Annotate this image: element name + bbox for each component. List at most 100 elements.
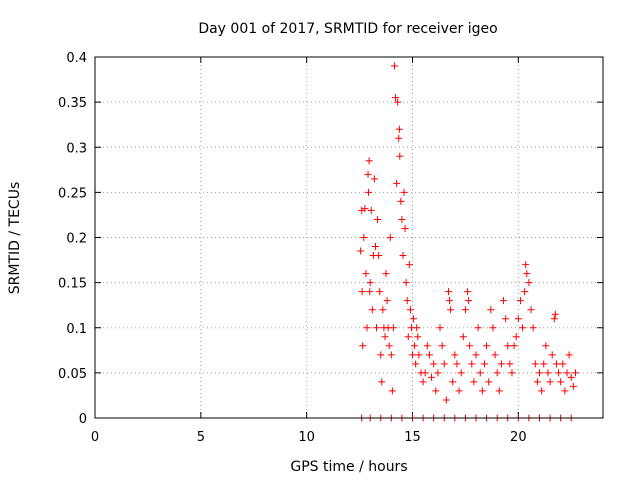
data-point	[519, 324, 527, 332]
tick-labels: 0 5 10 15 20 0 0.05 0.1 0.15 0.2 0.25 0.3 0.35 0.4	[58, 51, 527, 445]
data-point	[381, 333, 389, 341]
data-point	[523, 270, 531, 278]
data-point	[438, 342, 446, 350]
x-tick-label: 10	[298, 430, 315, 445]
data-point	[453, 360, 461, 368]
data-point	[399, 252, 407, 260]
data-point	[508, 369, 516, 377]
data-point	[414, 333, 422, 341]
y-tick-label: 0.35	[58, 96, 87, 111]
x-tick-label: 15	[404, 430, 421, 445]
data-point	[493, 369, 501, 377]
data-point	[419, 378, 427, 386]
data-point	[487, 306, 495, 314]
data-point	[563, 369, 571, 377]
data-point	[531, 360, 539, 368]
data-point	[402, 279, 410, 287]
data-point	[557, 378, 565, 386]
data-point	[395, 125, 403, 133]
data-point	[403, 297, 411, 305]
data-point	[410, 315, 418, 323]
data-point	[376, 288, 384, 296]
data-point	[483, 342, 491, 350]
data-point	[470, 378, 478, 386]
data-point	[502, 315, 510, 323]
grid	[95, 57, 603, 418]
data-point	[459, 333, 467, 341]
data-point	[565, 351, 573, 359]
data-point	[548, 351, 556, 359]
x-tick-label: 20	[510, 430, 527, 445]
y-tick-label: 0.4	[66, 51, 87, 66]
data-point	[540, 360, 548, 368]
data-point	[364, 170, 372, 178]
data-point	[377, 351, 385, 359]
data-point	[371, 243, 379, 251]
data-point	[478, 387, 486, 395]
data-point	[368, 306, 376, 314]
data-point	[542, 342, 550, 350]
data-point	[474, 324, 482, 332]
data-point	[500, 297, 508, 305]
data-point	[411, 342, 419, 350]
data-point	[405, 261, 413, 269]
data-point	[512, 333, 520, 341]
y-tick-label: 0.25	[58, 186, 87, 201]
y-tick-label: 0.1	[66, 322, 87, 337]
data-point	[375, 252, 383, 260]
data-point	[409, 351, 416, 359]
data-point	[379, 306, 387, 314]
data-point	[497, 360, 505, 368]
data-point	[546, 378, 554, 386]
data-point	[465, 297, 473, 305]
data-point	[476, 369, 484, 377]
data-point	[383, 297, 391, 305]
data-point	[506, 360, 514, 368]
y-tick-label: 0.05	[58, 367, 87, 382]
data-point	[385, 342, 393, 350]
data-point	[538, 387, 546, 395]
data-point	[550, 315, 558, 323]
y-tick-label: 0.2	[66, 232, 87, 247]
data-point	[396, 152, 404, 160]
data-point	[491, 351, 499, 359]
data-point	[555, 369, 563, 377]
data-point	[440, 360, 448, 368]
data-point	[536, 369, 543, 377]
data-points	[357, 62, 579, 422]
y-axis-title: SRMTID / TECUs	[7, 182, 23, 295]
data-point	[434, 369, 442, 377]
data-point	[397, 197, 405, 205]
data-point	[398, 215, 406, 223]
data-point	[569, 382, 577, 390]
data-point	[370, 175, 378, 183]
data-point	[464, 288, 472, 296]
data-point	[392, 94, 400, 102]
data-point	[430, 360, 438, 368]
data-point	[489, 324, 497, 332]
data-point	[357, 247, 365, 255]
data-point	[442, 396, 450, 404]
data-point	[401, 224, 409, 232]
data-point	[480, 360, 488, 368]
data-point	[567, 373, 575, 381]
data-point	[387, 351, 395, 359]
data-point	[400, 188, 408, 196]
data-point	[552, 360, 560, 368]
data-point	[361, 205, 369, 213]
data-point	[366, 279, 374, 287]
data-point	[510, 342, 518, 350]
data-point	[360, 234, 368, 241]
data-point	[544, 369, 552, 377]
data-point	[529, 324, 537, 332]
data-point	[571, 369, 579, 377]
data-point	[389, 324, 397, 332]
data-point	[436, 324, 444, 332]
data-point	[359, 342, 367, 350]
data-point	[468, 360, 476, 368]
data-point	[365, 157, 373, 165]
x-tick-label: 0	[91, 430, 99, 445]
data-point	[378, 378, 386, 386]
chart-title: Day 001 of 2017, SRMTID for receiver ige…	[198, 21, 497, 37]
